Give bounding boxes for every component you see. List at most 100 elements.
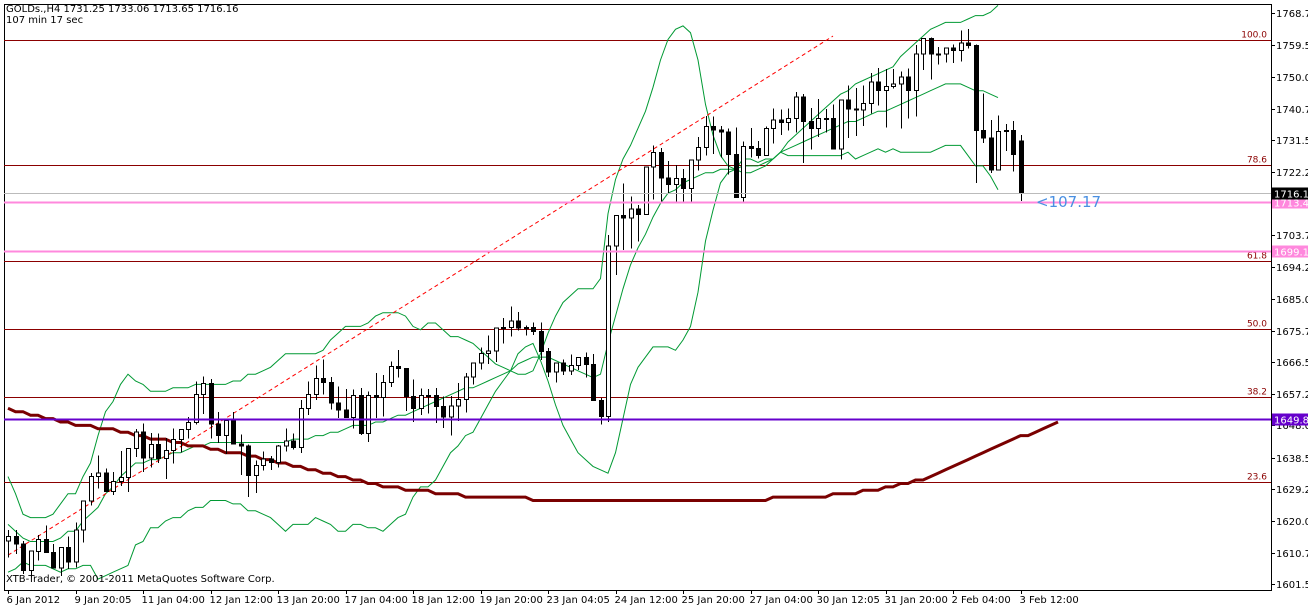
candle-body-up bbox=[74, 529, 79, 563]
candle-body-up bbox=[381, 382, 386, 399]
chart-symbol-header: GOLDs.,H4 1731.25 1733.06 1713.65 1716.1… bbox=[6, 4, 239, 15]
candle-body-down bbox=[974, 44, 979, 132]
candle-body-down bbox=[209, 382, 214, 425]
candle-body-up bbox=[479, 353, 484, 364]
candle-body-down bbox=[591, 363, 596, 401]
candle-body-down bbox=[216, 423, 221, 437]
x-tick-label: 19 Jan 20:00 bbox=[480, 595, 543, 606]
candle-body-up bbox=[306, 393, 311, 409]
candle-body-down bbox=[21, 543, 26, 572]
candle-body-up bbox=[794, 96, 799, 119]
x-tick-label: 3 Feb 12:00 bbox=[1020, 595, 1079, 606]
pink-level-tag-label: 1699.14 bbox=[1274, 248, 1308, 259]
candle-body-up bbox=[314, 378, 319, 395]
candle-body-down bbox=[951, 47, 956, 51]
candle-body-up bbox=[224, 420, 229, 437]
candle-body-up bbox=[786, 117, 791, 123]
candle-body-up bbox=[186, 422, 191, 430]
candle-body-up bbox=[389, 365, 394, 384]
candle-body-up bbox=[606, 245, 611, 418]
y-tick-label: 1722.25 bbox=[1276, 168, 1308, 179]
candle-body-down bbox=[719, 129, 724, 133]
candle-body-down bbox=[584, 356, 589, 365]
x-tick-label: 24 Jan 12:00 bbox=[615, 595, 678, 606]
candle-body-up bbox=[839, 99, 844, 150]
candle-body-up bbox=[366, 395, 371, 435]
fib-level-label: 50.0 bbox=[1247, 320, 1267, 330]
plot-border bbox=[4, 4, 1272, 591]
fib-level-label: 61.8 bbox=[1247, 252, 1267, 262]
fib-level-label: 38.2 bbox=[1247, 388, 1267, 398]
y-tick-label: 1759.50 bbox=[1276, 41, 1308, 52]
candle-body-down bbox=[434, 395, 439, 407]
candle-body-up bbox=[494, 327, 499, 352]
candle-body-down bbox=[966, 42, 971, 46]
candle-body-up bbox=[464, 376, 469, 400]
y-tick-label: 1657.25 bbox=[1276, 390, 1308, 401]
candle-body-up bbox=[771, 119, 776, 130]
candle-body-up bbox=[884, 86, 889, 91]
candle-body-up bbox=[59, 546, 64, 569]
candle-body-down bbox=[756, 147, 761, 156]
candle-body-down bbox=[1019, 140, 1024, 194]
y-tick-label: 1694.25 bbox=[1276, 263, 1308, 274]
candle-body-up bbox=[576, 356, 581, 366]
y-tick-label: 1610.75 bbox=[1276, 549, 1308, 560]
x-tick-label: 12 Jan 12:00 bbox=[210, 595, 273, 606]
x-tick-label: 11 Jan 04:00 bbox=[142, 595, 205, 606]
candle-body-down bbox=[854, 108, 859, 111]
y-tick-label: 1620.00 bbox=[1276, 517, 1308, 528]
candle-body-down bbox=[681, 178, 686, 190]
candle-body-up bbox=[254, 464, 259, 476]
candle-body-down bbox=[426, 394, 431, 397]
candle-body-up bbox=[201, 382, 206, 395]
candle-body-up bbox=[501, 326, 506, 329]
candle-body-down bbox=[846, 99, 851, 110]
candle-body-down bbox=[291, 440, 296, 449]
candle-body-down bbox=[831, 117, 836, 150]
trendline-dashed bbox=[7, 35, 834, 556]
bollinger-upper-line bbox=[7, 5, 999, 519]
candle-body-down bbox=[636, 208, 641, 216]
candle-body-up bbox=[741, 145, 746, 198]
y-tick-label: 1675.75 bbox=[1276, 327, 1308, 338]
y-tick-label: 1768.75 bbox=[1276, 9, 1308, 20]
candle-body-up bbox=[351, 395, 356, 419]
candle-body-up bbox=[96, 472, 101, 478]
fib-level-label: 100.0 bbox=[1241, 31, 1267, 41]
x-tick-label: 6 Jan 2012 bbox=[7, 595, 61, 606]
purple-level-tag bbox=[1272, 413, 1308, 426]
candle-body-down bbox=[104, 472, 109, 493]
candle-body-up bbox=[419, 394, 424, 410]
candle-body-down bbox=[989, 137, 994, 171]
candle-body-up bbox=[81, 500, 86, 531]
candle-body-up bbox=[891, 83, 896, 88]
bar-timer: 107 min 17 sec bbox=[6, 15, 84, 26]
candle-body-down bbox=[441, 405, 446, 418]
candle-body-up bbox=[179, 428, 184, 441]
y-tick-label: 1601.50 bbox=[1276, 580, 1308, 591]
candle-body-up bbox=[651, 152, 656, 168]
current-price-tag bbox=[1272, 187, 1308, 200]
purple-level-tag-label: 1649.88 bbox=[1274, 416, 1308, 427]
candle-body-down bbox=[344, 409, 349, 419]
candle-body-up bbox=[944, 47, 949, 55]
candle-body-up bbox=[824, 117, 829, 120]
candle-body-up bbox=[299, 407, 304, 449]
x-tick-label: 30 Jan 12:05 bbox=[817, 595, 880, 606]
candle-body-up bbox=[111, 480, 116, 493]
candle-body-down bbox=[929, 37, 934, 55]
candle-body-down bbox=[359, 395, 364, 435]
candle-body-up bbox=[614, 215, 619, 247]
candle-body-down bbox=[599, 399, 604, 418]
fib-level-label: 78.6 bbox=[1247, 156, 1267, 166]
x-tick-label: 31 Jan 20:00 bbox=[885, 595, 948, 606]
x-tick-label: 2 Feb 04:00 bbox=[952, 595, 1011, 606]
candle-body-up bbox=[764, 128, 769, 156]
candle-body-up bbox=[629, 208, 634, 219]
x-tick-label: 25 Jan 20:00 bbox=[682, 595, 745, 606]
candle-body-down bbox=[711, 126, 716, 131]
candle-body-up bbox=[996, 131, 1001, 171]
x-tick-label: 23 Jan 04:05 bbox=[547, 595, 610, 606]
